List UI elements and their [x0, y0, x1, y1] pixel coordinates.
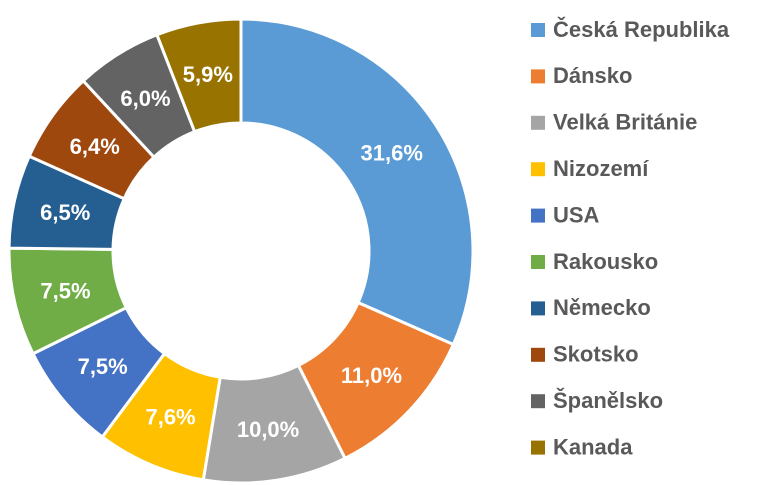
legend-swatch — [531, 162, 545, 177]
legend-label: Německo — [553, 295, 651, 320]
data-label: 6,4% — [70, 134, 120, 159]
data-label: 11,0% — [341, 363, 402, 388]
legend-swatch — [531, 23, 545, 37]
legend-label: Kanada — [553, 434, 633, 459]
slice — [155, 17, 243, 134]
legend-label: Česká Republika — [553, 17, 730, 42]
data-label: 5,9% — [183, 62, 233, 87]
legend-label: Dánsko — [553, 63, 632, 88]
legend-swatch — [531, 394, 545, 409]
legend-swatch — [531, 69, 545, 84]
data-label: 6,5% — [40, 200, 90, 225]
legend-swatch — [531, 255, 545, 269]
legend-swatch — [531, 208, 545, 223]
legend-swatch — [531, 347, 545, 362]
legend-swatch — [531, 440, 545, 455]
legend-label: Španělsko — [553, 388, 663, 413]
legend-label: Velká Británie — [553, 110, 697, 135]
slice — [239, 17, 475, 347]
data-label: 10,0% — [237, 417, 299, 442]
legend-label: Nizozemí — [553, 156, 649, 181]
data-label: 7,5% — [40, 279, 90, 304]
data-label: 6,0% — [120, 86, 170, 111]
legend-swatch — [531, 115, 545, 130]
data-label: 7,5% — [78, 354, 128, 379]
legend-label: Skotsko — [553, 342, 639, 367]
legend-swatch — [531, 301, 545, 316]
legend-label: USA — [553, 202, 600, 227]
data-label: 31,6% — [361, 140, 423, 165]
legend-label: Rakousko — [553, 249, 658, 274]
data-label: 7,6% — [145, 404, 195, 429]
